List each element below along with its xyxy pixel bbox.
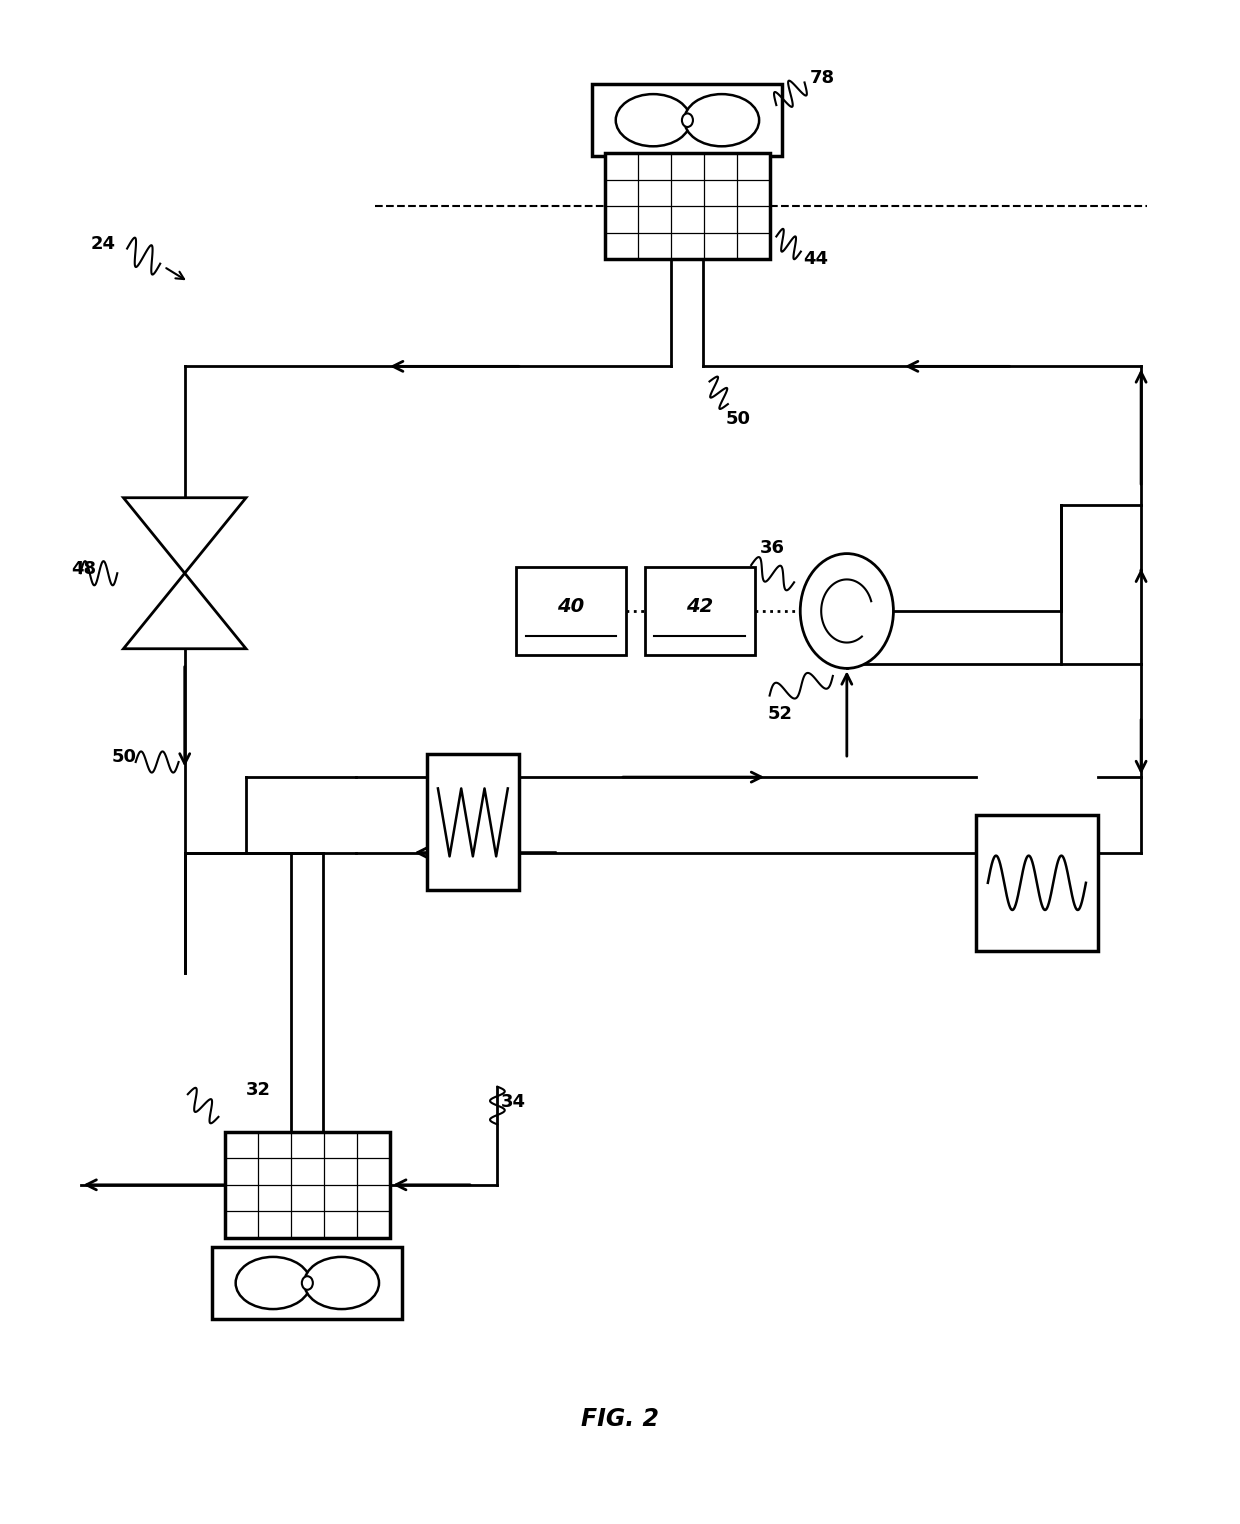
Bar <box>605 154 770 259</box>
Bar <box>516 567 626 655</box>
Ellipse shape <box>236 1257 310 1309</box>
Circle shape <box>301 1276 312 1289</box>
Text: 52: 52 <box>768 704 792 722</box>
Ellipse shape <box>304 1257 379 1309</box>
Circle shape <box>800 553 894 669</box>
Bar <box>427 754 518 890</box>
Text: 50: 50 <box>725 410 750 428</box>
Bar <box>224 1132 391 1237</box>
Text: 48: 48 <box>71 559 95 578</box>
Text: FIG. 2: FIG. 2 <box>582 1407 658 1431</box>
Text: 34: 34 <box>501 1093 526 1111</box>
Text: 32: 32 <box>246 1081 272 1099</box>
Text: 24: 24 <box>91 235 115 253</box>
Text: 44: 44 <box>804 250 828 268</box>
Bar <box>645 567 755 655</box>
Polygon shape <box>124 498 246 573</box>
Bar <box>976 815 1099 951</box>
Bar <box>212 1247 402 1320</box>
Polygon shape <box>124 573 246 649</box>
Text: 36: 36 <box>760 539 785 556</box>
Circle shape <box>682 113 693 126</box>
Ellipse shape <box>616 94 691 146</box>
Ellipse shape <box>684 94 759 146</box>
Bar <box>593 84 782 157</box>
Text: 40: 40 <box>557 597 584 616</box>
Text: 42: 42 <box>686 597 713 616</box>
Text: 50: 50 <box>112 748 136 767</box>
Text: 78: 78 <box>810 69 835 87</box>
